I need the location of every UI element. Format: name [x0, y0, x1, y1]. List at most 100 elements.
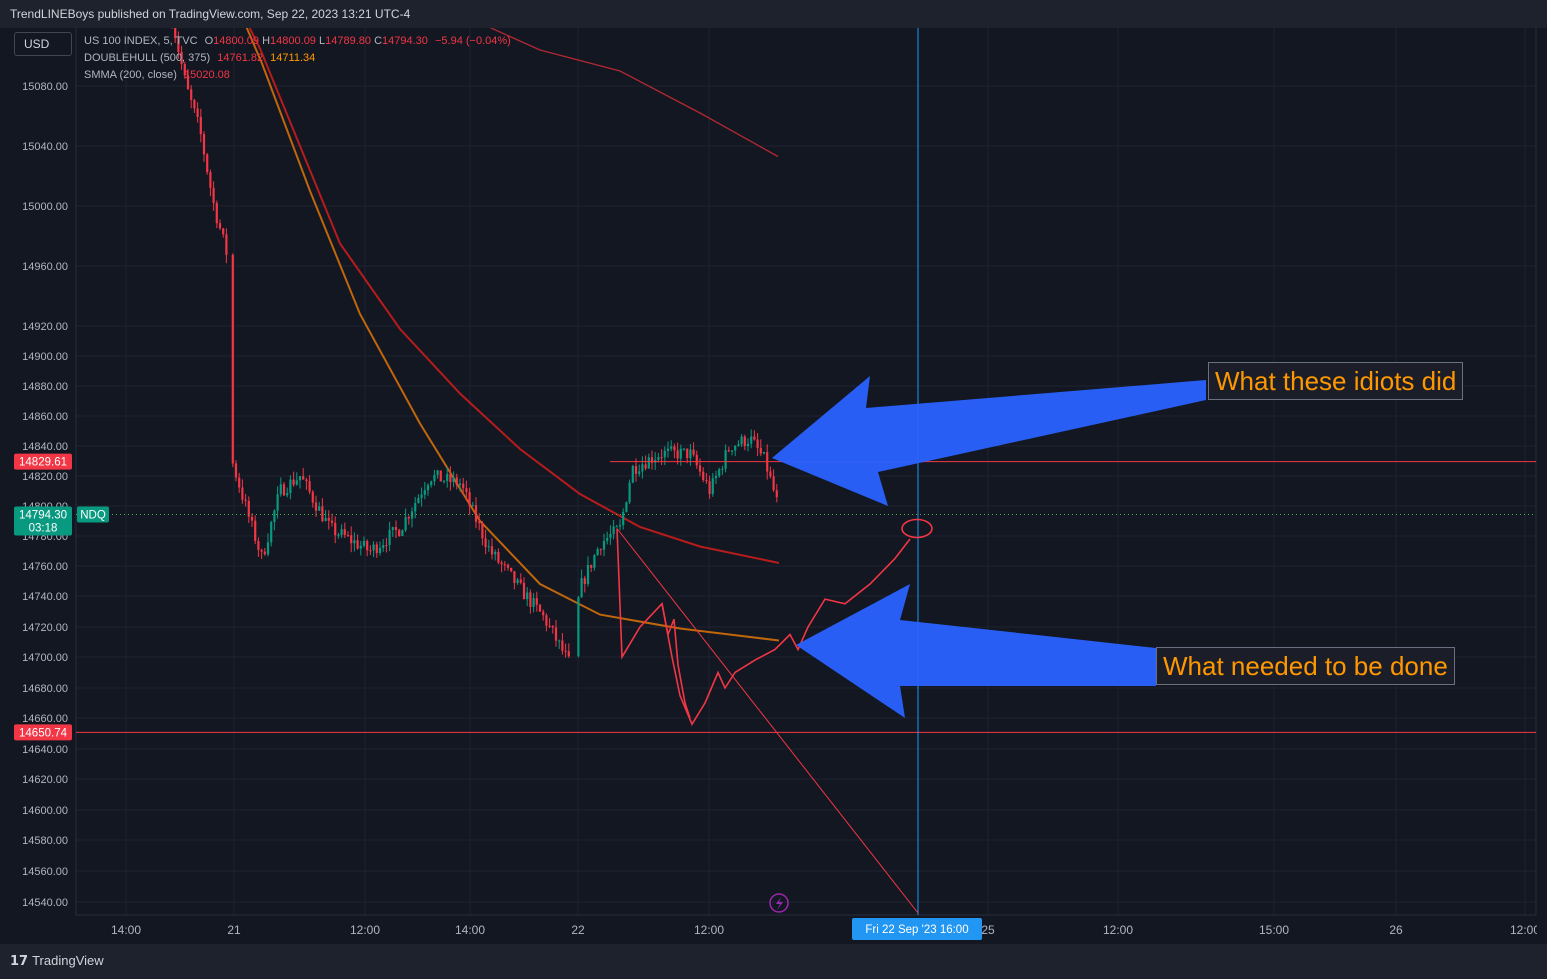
arrow-what-needed: [796, 584, 1156, 718]
candle-body: [458, 483, 462, 485]
candle-body: [673, 446, 676, 451]
candle: [657, 452, 660, 463]
candle: [602, 533, 606, 557]
candle-body: [359, 545, 362, 549]
time-tick-label: 12:00: [694, 923, 724, 937]
callout-what-needed[interactable]: What needed to be done: [1156, 647, 1455, 685]
candle-body: [446, 473, 449, 481]
level-tag-lower-text: 14650.74: [19, 727, 68, 739]
candle-body: [417, 497, 420, 504]
price-tick-label: 14560.00: [22, 866, 68, 878]
candle: [449, 466, 452, 491]
candle-body: [452, 477, 455, 483]
legend-high: 14800.09: [270, 35, 316, 47]
candle-body: [599, 549, 602, 551]
candle-body: [615, 526, 618, 528]
trend-line: [616, 528, 919, 914]
candle: [222, 227, 225, 238]
candle-body: [394, 527, 398, 530]
candle: [241, 479, 244, 504]
candle: [599, 548, 602, 556]
candle-body: [391, 527, 394, 531]
legend-symbol-row[interactable]: US 100 INDEX, 5, TVC O14800.09 H14800.09…: [84, 35, 511, 47]
candle-body: [327, 517, 330, 521]
candle-body: [612, 526, 615, 534]
candle-body: [564, 650, 567, 652]
legend-doublehull-row[interactable]: DOUBLEHULL (500, 375) 14761.82 14711.34: [84, 52, 315, 64]
candle: [650, 450, 654, 470]
candle: [286, 487, 289, 498]
grid: [75, 28, 1537, 916]
time-tick-label: 14:00: [455, 923, 485, 937]
legend-open-key: O: [204, 35, 214, 47]
candle: [769, 466, 772, 479]
candle-body: [734, 445, 737, 451]
candle-body: [455, 477, 458, 485]
candle-body: [638, 471, 641, 474]
candle: [529, 589, 532, 614]
candle: [606, 531, 609, 545]
candle: [343, 522, 346, 539]
candle: [378, 541, 382, 556]
candle: [682, 448, 686, 451]
candle-body: [644, 464, 647, 469]
candle: [564, 643, 567, 658]
candle: [375, 541, 378, 558]
candle-body: [596, 549, 599, 556]
candle: [391, 526, 394, 537]
candles: [171, 28, 778, 658]
time-tick-label: 12:00: [1510, 923, 1537, 937]
candle: [558, 639, 561, 649]
projection-path-inner: [661, 603, 691, 719]
candle-body: [759, 448, 762, 454]
candle-body: [500, 562, 503, 565]
candle-body: [282, 484, 286, 496]
candle: [455, 473, 458, 490]
candle-body: [487, 546, 490, 548]
candle-body: [273, 510, 276, 523]
candle: [247, 496, 250, 523]
candle-body: [378, 547, 382, 554]
candle-body: [695, 454, 698, 466]
price-tick-label: 14860.00: [22, 411, 68, 423]
candle: [420, 487, 423, 507]
candle: [673, 443, 676, 459]
legend-smma-row[interactable]: SMMA (200, close) 15020.08: [84, 69, 230, 81]
candle-body: [510, 567, 513, 572]
price-chart[interactable]: 15080.00 15040.00 15000.00 14960.00 14920.00…: [10, 28, 1537, 940]
candle-body: [481, 523, 484, 539]
time-tick-label: 25: [981, 923, 995, 937]
candle: [596, 547, 599, 556]
candle: [462, 477, 465, 495]
candle-body: [356, 540, 359, 549]
candle: [721, 465, 724, 475]
price-tick-label: 14840.00: [22, 441, 68, 453]
candle: [615, 524, 618, 528]
candle: [538, 603, 542, 612]
price-tick-label: 15040.00: [22, 141, 68, 153]
currency-button[interactable]: USD: [14, 32, 72, 56]
callout-what-they-did[interactable]: What these idiots did: [1208, 362, 1464, 400]
candle-body: [369, 550, 372, 552]
candle: [324, 509, 327, 522]
candle: [350, 526, 353, 553]
candle: [711, 473, 714, 497]
candle: [561, 633, 564, 655]
candle: [641, 456, 644, 479]
candle-body: [276, 494, 279, 511]
candle: [638, 464, 641, 477]
candle-body: [183, 64, 186, 76]
candle: [567, 643, 570, 658]
candle: [257, 537, 260, 557]
candle-body: [318, 506, 321, 511]
candle-body: [708, 481, 711, 494]
candle: [516, 577, 519, 585]
tradingview-logo[interactable]: 17 TradingView: [10, 953, 104, 969]
candle-body: [529, 592, 532, 607]
level-tag-lower-bg: [14, 724, 72, 741]
candle-body: [257, 540, 260, 550]
candle: [234, 460, 238, 482]
candle: [193, 98, 196, 114]
candle-body: [439, 470, 442, 482]
candle: [212, 181, 215, 211]
